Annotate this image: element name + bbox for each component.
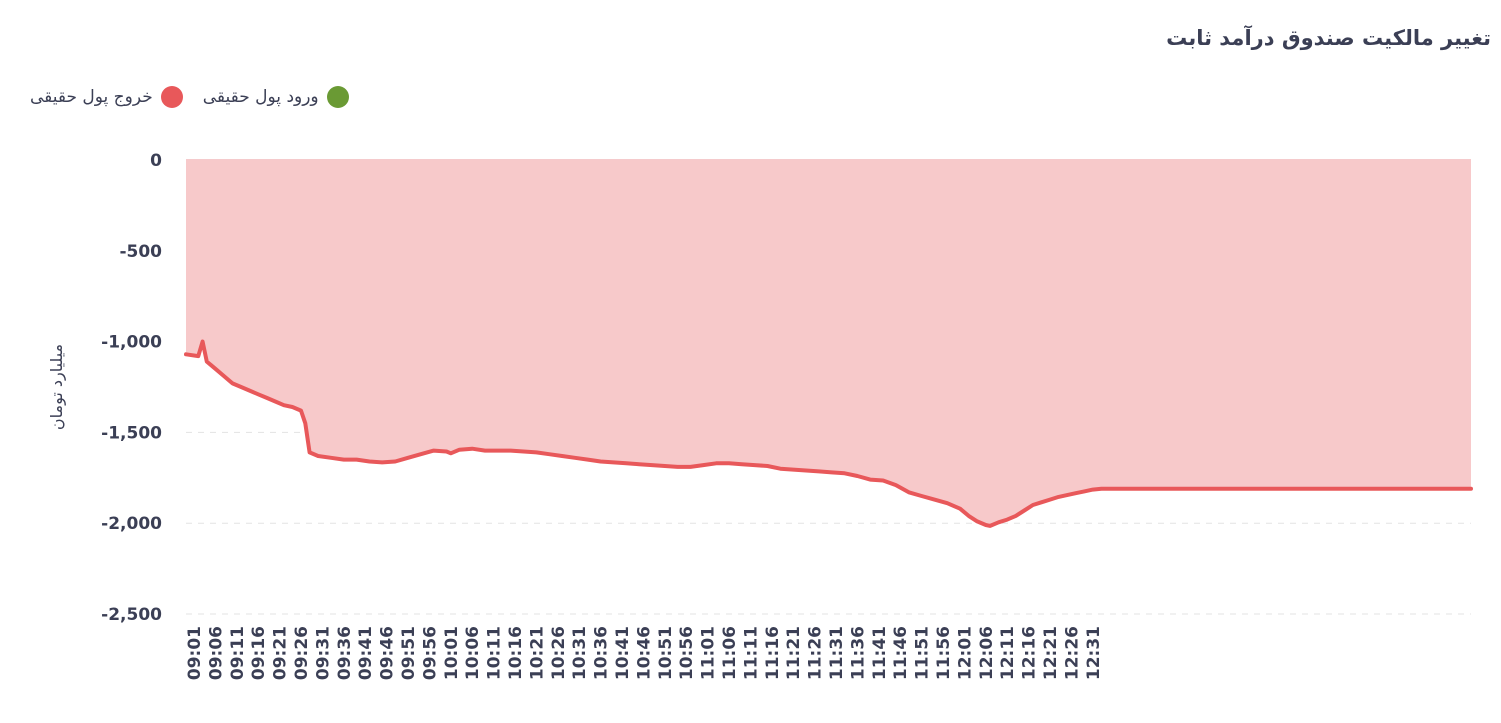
- x-tick-label: 11:56: [934, 626, 954, 680]
- x-tick-label: 10:06: [463, 626, 483, 680]
- x-tick-label: 10:21: [527, 626, 547, 680]
- x-tick-label: 09:06: [206, 626, 226, 680]
- legend-swatch-outflow: [160, 86, 183, 108]
- x-tick-label: 09:16: [249, 626, 269, 680]
- x-tick-label: 12:16: [1020, 626, 1040, 680]
- x-tick-label: 11:26: [806, 626, 826, 680]
- x-tick-label: 11:11: [741, 626, 761, 680]
- x-tick-label: 12:21: [1041, 626, 1061, 680]
- y-axis-title: میلیارد تومان: [47, 344, 67, 430]
- legend-label-inflow: ورود پول حقیقی: [202, 87, 319, 107]
- x-tick-label: 12:11: [998, 626, 1018, 680]
- x-tick-label: 10:11: [485, 626, 505, 680]
- x-tick-label: 09:31: [313, 626, 333, 680]
- x-tick-label: 10:56: [677, 626, 697, 680]
- y-tick-label: -2,000: [101, 514, 162, 534]
- x-tick-label: 10:16: [506, 626, 526, 680]
- x-tick-label: 09:21: [271, 626, 291, 680]
- x-tick-label: 09:01: [185, 626, 205, 680]
- x-tick-label: 10:51: [656, 626, 676, 680]
- y-tick-label: -1,000: [101, 333, 162, 353]
- x-tick-label: 10:26: [549, 626, 569, 680]
- x-tick-label: 10:01: [442, 626, 462, 680]
- y-tick-label: -2,500: [101, 605, 162, 625]
- x-tick-label: 10:36: [592, 626, 612, 680]
- series-area-outflow: [186, 160, 1471, 526]
- x-tick-label: 10:46: [634, 626, 654, 680]
- legend: خروج پول حقیقی ورود پول حقیقی: [30, 86, 349, 108]
- x-tick-label: 12:31: [1084, 626, 1104, 680]
- x-tick-label: 11:46: [891, 626, 911, 680]
- y-tick-label: 0: [150, 151, 162, 171]
- x-tick-label: 11:36: [848, 626, 868, 680]
- x-tick-label: 09:51: [399, 626, 419, 680]
- x-tick-label: 11:51: [913, 626, 933, 680]
- x-tick-label: 09:46: [378, 626, 398, 680]
- x-tick-label: 12:26: [1062, 626, 1082, 680]
- chart-title: تغییر مالکیت صندوق درآمد ثابت: [1166, 26, 1491, 50]
- legend-item-inflow[interactable]: ورود پول حقیقی: [203, 86, 349, 108]
- x-tick-label: 09:41: [356, 626, 376, 680]
- x-tick-label: 12:01: [955, 626, 975, 680]
- series-line-outflow: [184, 339, 1473, 528]
- x-tick-label: 09:36: [335, 626, 355, 680]
- legend-item-outflow[interactable]: خروج پول حقیقی: [30, 86, 183, 108]
- x-tick-label: 11:16: [763, 626, 783, 680]
- x-tick-label: 09:26: [292, 626, 312, 680]
- x-tick-label: 09:11: [228, 626, 248, 680]
- x-tick-label: 10:31: [570, 626, 590, 680]
- x-tick-label: 11:31: [827, 626, 847, 680]
- y-tick-label: -1,500: [101, 423, 162, 443]
- legend-swatch-inflow: [326, 86, 349, 108]
- x-tick-label: 11:06: [720, 626, 740, 680]
- x-tick-label: 11:41: [870, 626, 890, 680]
- x-tick-label: 12:06: [977, 626, 997, 680]
- y-tick-label: -500: [119, 242, 162, 262]
- x-tick-label: 09:56: [420, 626, 440, 680]
- x-tick-label: 10:41: [613, 626, 633, 680]
- legend-label-outflow: خروج پول حقیقی: [30, 87, 153, 107]
- x-tick-label: 11:21: [784, 626, 804, 680]
- x-tick-label: 11:01: [699, 626, 719, 680]
